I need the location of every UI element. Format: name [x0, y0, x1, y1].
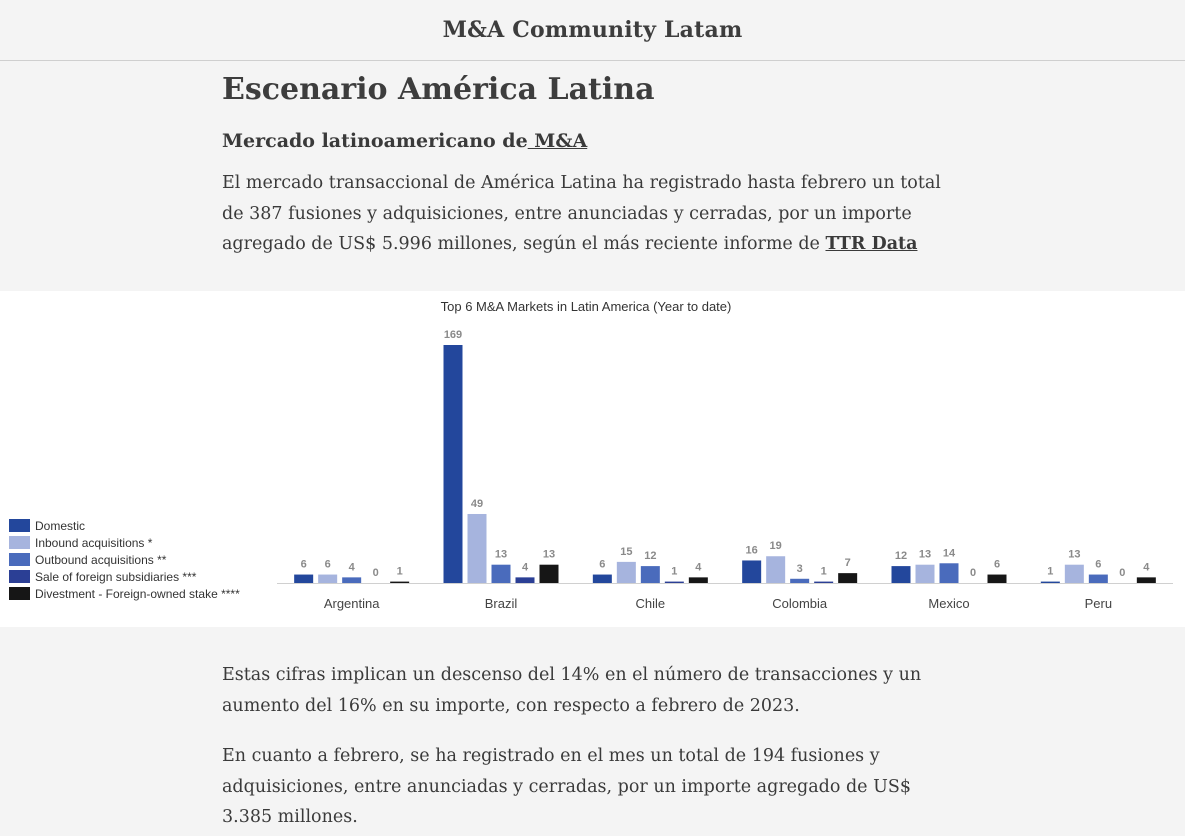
data-label: 12	[644, 550, 656, 562]
bar-peru-4	[1136, 577, 1156, 583]
data-label: 13	[495, 549, 507, 561]
chart-title: Top 6 M&A Markets in Latin America (Year…	[441, 299, 732, 314]
data-label: 7	[845, 557, 851, 569]
category-label: Peru	[1085, 596, 1112, 611]
bar-peru-0	[1040, 581, 1060, 583]
bar-colombia-0	[742, 560, 762, 583]
data-label: 16	[746, 544, 758, 556]
para3-line-1: En cuanto a febrero, se ha registrado en…	[222, 746, 880, 766]
bar-mexico-2	[939, 563, 959, 583]
bar-mexico-4	[987, 574, 1007, 583]
legend-label: Inbound acquisitions *	[35, 536, 153, 550]
data-label: 13	[543, 549, 555, 561]
data-label: 13	[919, 549, 931, 561]
bar-mexico-0	[891, 566, 911, 583]
site-header: M&A Community Latam	[0, 0, 1185, 61]
data-label: 6	[301, 559, 307, 571]
legend-label: Domestic	[35, 519, 85, 533]
bar-chart: Top 6 M&A Markets in Latin America (Year…	[9, 299, 1173, 611]
category-label: Brazil	[485, 596, 518, 611]
bar-mexico-1	[915, 564, 935, 583]
data-label: 0	[373, 567, 379, 579]
data-label: 6	[994, 559, 1000, 571]
data-label: 1	[1047, 566, 1053, 578]
data-label: 3	[797, 563, 803, 575]
ttr-data-link[interactable]: TTR Data	[825, 234, 918, 254]
subtitle-text: Mercado latinoamericano de	[222, 130, 528, 152]
bar-brazil-0	[443, 345, 463, 583]
data-label: 4	[695, 561, 702, 573]
bar-chile-2	[640, 566, 660, 583]
bar-colombia-1	[766, 556, 786, 583]
legend-label: Outbound acquisitions **	[35, 553, 167, 567]
data-label: 4	[349, 561, 356, 573]
bar-brazil-3	[515, 577, 535, 583]
legend-swatch	[9, 553, 30, 566]
subtitle-link-ma[interactable]: M&A	[527, 130, 588, 152]
intro-line-1: El mercado transaccional de América Lati…	[222, 173, 941, 193]
category-label: Mexico	[928, 596, 969, 611]
category-label: Colombia	[772, 596, 828, 611]
data-label: 1	[671, 566, 677, 578]
para3-line-2: adquisiciones, entre anunciadas y cerrad…	[222, 776, 911, 797]
para3-line-3: 3.385 millones.	[222, 807, 358, 827]
data-label: 6	[599, 559, 605, 571]
data-label: 169	[444, 329, 462, 341]
data-label: 6	[1095, 559, 1101, 571]
bar-colombia-2	[790, 578, 810, 583]
intro-paragraph: El mercado transaccional de América Lati…	[222, 168, 952, 260]
legend-swatch	[9, 519, 30, 532]
category-label: Argentina	[324, 596, 380, 611]
data-label: 1	[821, 566, 827, 578]
bar-chile-0	[592, 574, 612, 583]
bar-colombia-3	[814, 581, 834, 583]
data-label: 13	[1068, 549, 1080, 561]
para2-line-2: aumento del 16% en su importe, con respe…	[222, 695, 800, 716]
data-label: 6	[325, 559, 331, 571]
bar-brazil-1	[467, 513, 487, 583]
bar-chile-4	[688, 577, 708, 583]
bar-peru-1	[1064, 564, 1084, 583]
legend-label: Divestment - Foreign-owned stake ****	[35, 587, 240, 601]
data-label: 0	[970, 567, 976, 579]
site-title[interactable]: M&A Community Latam	[442, 17, 743, 43]
data-label: 49	[471, 498, 483, 510]
data-label: 4	[522, 561, 529, 573]
bar-brazil-4	[539, 564, 559, 583]
legend-swatch	[9, 587, 30, 600]
legend-swatch	[9, 536, 30, 549]
category-label: Chile	[636, 596, 666, 611]
data-label: 14	[943, 547, 956, 559]
intro-line-2: de 387 fusiones y adquisiciones, entre a…	[222, 203, 912, 224]
bar-brazil-2	[491, 564, 511, 583]
article-subtitle: Mercado latinoamericano de M&A	[222, 130, 587, 152]
paragraph-2: Estas cifras implican un descenso del 14…	[222, 660, 952, 721]
bar-chile-1	[616, 561, 636, 583]
bar-argentina-0	[294, 574, 314, 583]
bar-argentina-1	[318, 574, 338, 583]
chart-container: Top 6 M&A Markets in Latin America (Year…	[0, 291, 1185, 627]
para2-line-1: Estas cifras implican un descenso del 14…	[222, 665, 922, 685]
article-title: Escenario América Latina	[222, 72, 655, 107]
data-label: 4	[1143, 561, 1150, 573]
data-label: 15	[620, 546, 632, 558]
data-label: 1	[397, 566, 403, 578]
bar-colombia-4	[838, 573, 858, 583]
bar-chile-3	[664, 581, 684, 583]
legend-label: Sale of foreign subsidiaries ***	[35, 570, 197, 584]
data-label: 0	[1119, 567, 1125, 579]
paragraph-3: En cuanto a febrero, se ha registrado en…	[222, 741, 922, 833]
bar-argentina-4	[390, 581, 410, 583]
data-label: 19	[770, 540, 782, 552]
legend-swatch	[9, 570, 30, 583]
data-label: 12	[895, 550, 907, 562]
bar-peru-2	[1088, 574, 1108, 583]
intro-line-3: agregado de US$ 5.996 millones, según el…	[222, 234, 826, 254]
bar-argentina-2	[342, 577, 362, 583]
